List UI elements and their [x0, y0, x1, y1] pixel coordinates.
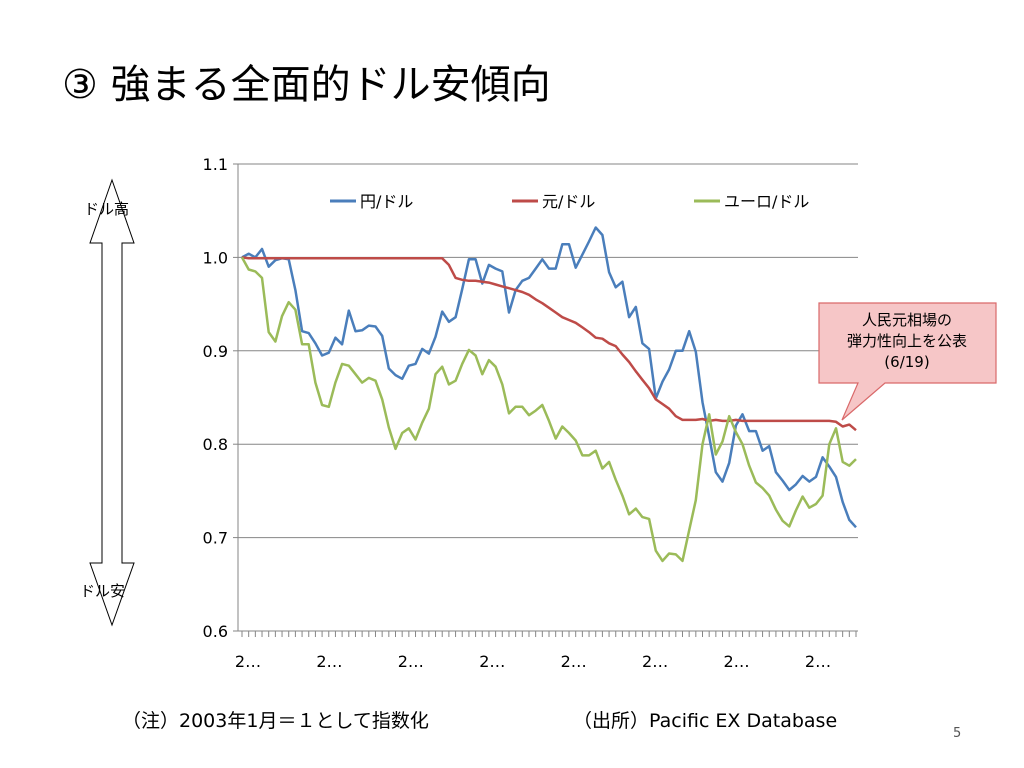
x-tick-label: 2… — [479, 652, 505, 671]
y-tick-label: 1.1 — [203, 155, 228, 174]
x-tick-label: 2… — [235, 652, 261, 671]
y-tick-label: 0.6 — [203, 622, 228, 641]
source-note-left: （注）2003年1月＝１として指数化 — [122, 710, 429, 732]
y-tick-label: 0.7 — [203, 529, 228, 548]
legend-label-1: 円/ドル — [360, 192, 413, 211]
x-tick-label: 2… — [642, 652, 668, 671]
page-number: 5 — [953, 726, 962, 741]
arrow-top-label: ドル高 — [84, 200, 130, 218]
callout-line-3: (6/19) — [884, 353, 930, 371]
series-line-2 — [241, 256, 857, 432]
callout-text: 人民元相場の 弾力性向上を公表 (6/19) — [818, 310, 996, 373]
legend-label-3: ユーロ/ドル — [724, 192, 809, 211]
x-tick-label: 2… — [723, 652, 749, 671]
y-tick-label: 1.0 — [203, 248, 228, 267]
x-tick-label: 2… — [805, 652, 831, 671]
y-tick-label: 0.9 — [203, 342, 228, 361]
callout-box — [818, 302, 997, 421]
legend-label-2: 元/ドル — [542, 192, 595, 211]
callout-line-1: 人民元相場の — [861, 311, 952, 329]
series-line-1 — [241, 226, 857, 529]
double-arrow-shape — [89, 178, 135, 627]
y-tick-label: 0.8 — [203, 435, 228, 454]
slide-title: ③ 強まる全面的ドル安傾向 — [62, 62, 551, 108]
series-line-3 — [240, 256, 857, 563]
callout-line-2: 弾力性向上を公表 — [846, 332, 967, 350]
x-tick-label: 2… — [316, 652, 342, 671]
arrow-bottom-label: ドル安 — [80, 582, 126, 600]
source-note-right: （出所）Pacific EX Database — [573, 710, 838, 732]
x-tick-label: 2… — [561, 652, 587, 671]
x-tick-label: 2… — [398, 652, 424, 671]
